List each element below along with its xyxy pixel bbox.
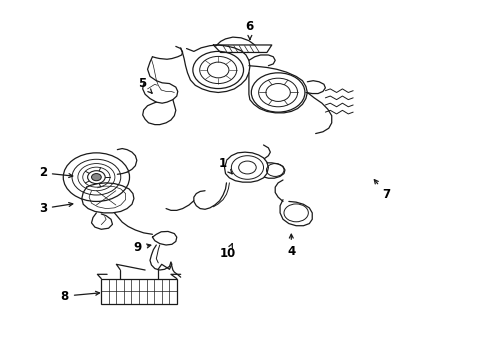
Text: 9: 9 [134,241,151,255]
Text: 5: 5 [139,77,152,93]
Circle shape [92,174,101,181]
Text: 1: 1 [219,157,232,174]
Text: 7: 7 [374,180,391,201]
Text: 8: 8 [61,289,99,303]
Text: 4: 4 [287,234,295,258]
Text: 3: 3 [39,202,73,215]
Text: 2: 2 [39,166,73,179]
Circle shape [88,171,105,184]
Text: 6: 6 [246,20,254,39]
Text: 10: 10 [220,244,236,260]
